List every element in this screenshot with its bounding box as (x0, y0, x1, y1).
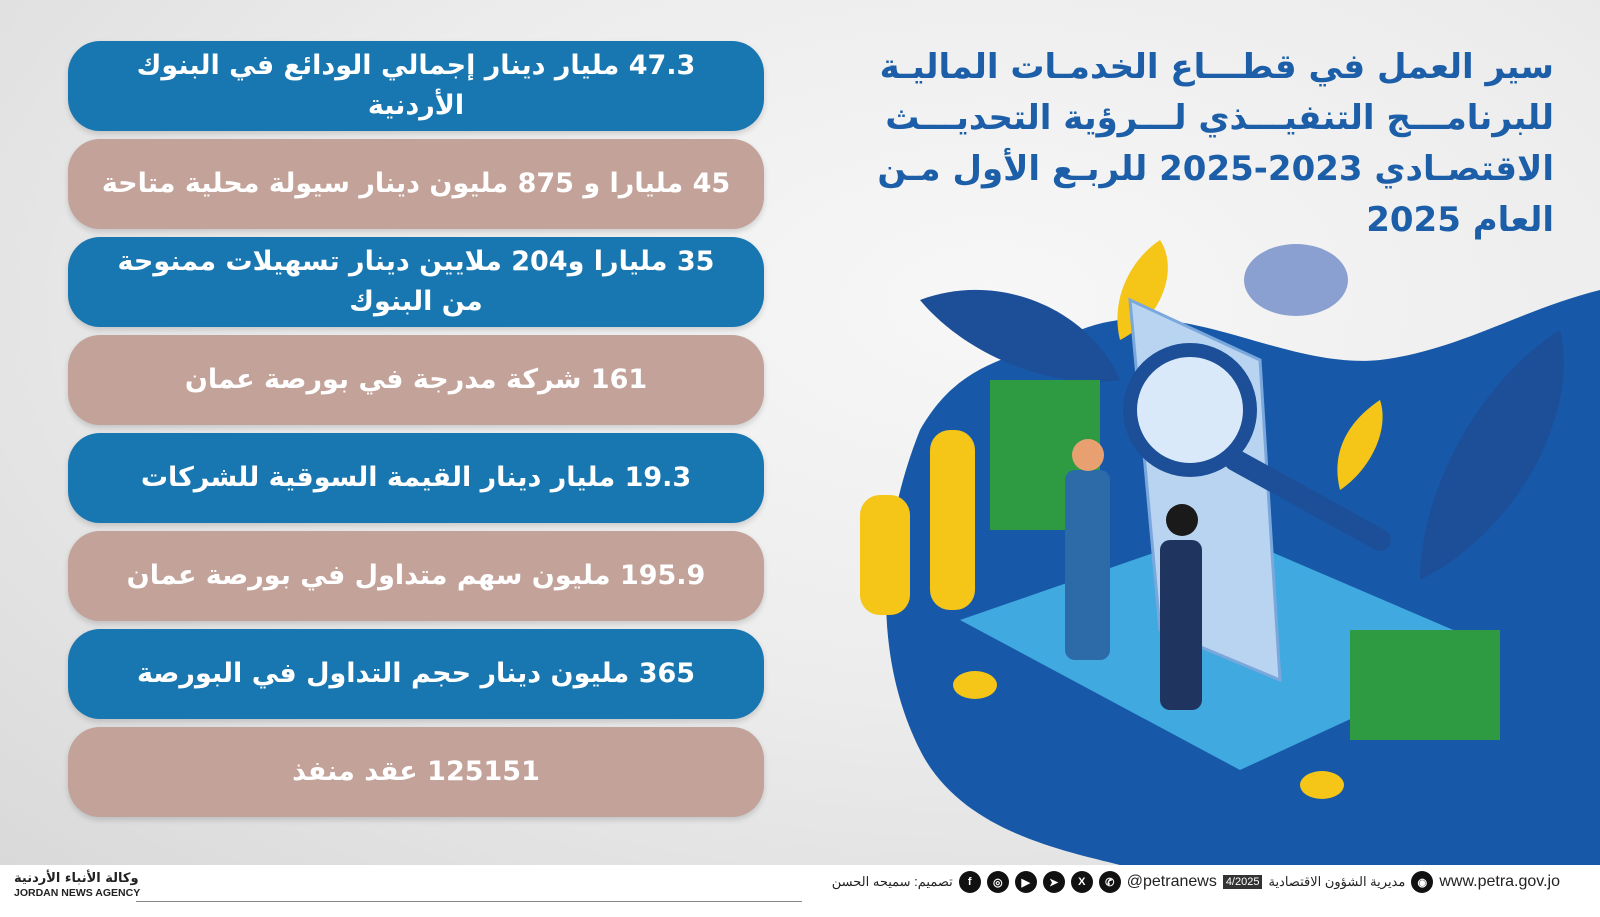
businessman-figure (1065, 470, 1110, 660)
instagram-icon[interactable]: ◎ (986, 871, 1009, 893)
stat-credit-facilities: 35 مليارا و204 ملايين دينار تسهيلات ممنو… (68, 237, 764, 327)
department-label: مديرية الشؤون الاقتصادية (1268, 874, 1406, 889)
businessman-figure (1160, 540, 1202, 710)
youtube-icon[interactable]: ▶ (1014, 871, 1037, 893)
coin-icon (953, 671, 997, 699)
footer-credits: تصميم: سميحه الحسن f ◎ ▶ ➤ X ✆ @petranew… (832, 871, 1560, 893)
magnifier-icon (1123, 343, 1257, 477)
footer: وكالة الأنباء الأردنية JORDAN NEWS AGENC… (0, 865, 1600, 917)
title-line: الاقتصـادي 2023-2025 للربـع الأول مـن (877, 149, 1554, 189)
facebook-icon[interactable]: f (958, 871, 981, 893)
agency-logo-arabic: وكالة الأنباء الأردنية (14, 871, 139, 886)
agency-logo-english: JORDAN NEWS AGENCY (14, 887, 141, 899)
date-badge: 4/2025 (1222, 875, 1263, 889)
stat-contracts: 125151 عقد منفذ (68, 727, 764, 817)
finance-illustration (860, 240, 1600, 865)
telegram-icon[interactable]: ➤ (1042, 871, 1065, 893)
leaf-icon (920, 289, 1120, 382)
website-link[interactable]: www.petra.gov.jo (1439, 873, 1560, 890)
coin-icon (1244, 244, 1348, 316)
x-icon[interactable]: X (1070, 871, 1093, 893)
coin-icon (1300, 771, 1344, 799)
designer-credit: تصميم: سميحه الحسن (831, 874, 953, 889)
stat-market-value: 19.3 مليار دينار القيمة السوقية للشركات (68, 433, 764, 523)
title-line: سير العمل في قطـــاع الخدمـات الماليـة (879, 47, 1554, 87)
cash-stack-icon (1350, 630, 1500, 740)
stat-deposits: 47.3 مليار دينار إجمالي الودائع في البنو… (68, 41, 764, 131)
stat-listed-companies: 161 شركة مدرجة في بورصة عمان (68, 335, 764, 425)
stat-trading-volume: 365 مليون دينار حجم التداول في البورصة (68, 629, 764, 719)
coin-stack-icon (930, 430, 975, 610)
social-handle[interactable]: @petranews (1126, 873, 1217, 890)
divider (136, 901, 802, 902)
coin-stack-icon (860, 495, 910, 615)
title-line: العام 2025 (1366, 200, 1554, 240)
leaf-icon (1420, 330, 1564, 580)
whatsapp-icon[interactable]: ✆ (1098, 871, 1121, 893)
globe-icon: ◉ (1411, 871, 1434, 893)
stat-traded-shares: 195.9 مليون سهم متداول في بورصة عمان (68, 531, 764, 621)
title-line: للبرنامـــج التنفيـــذي لـــرؤية التحديـ… (885, 98, 1554, 138)
stat-liquidity: 45 مليارا و 875 مليون دينار سيولة محلية … (68, 139, 764, 229)
page-title: سير العمل في قطـــاع الخدمـات الماليـة ل… (854, 42, 1554, 246)
leaf-icon (1337, 400, 1383, 490)
